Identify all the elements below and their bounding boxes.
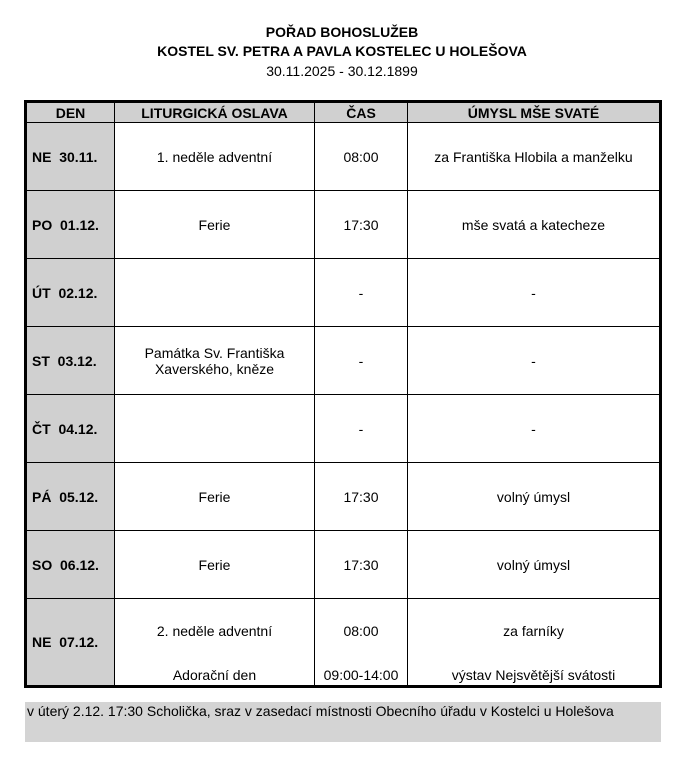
table-row: ČT 04.12. - -: [25, 394, 661, 463]
intention-cell: za farníky výstav Nejsvětější svátosti: [407, 598, 661, 687]
day-cell: PÁ 05.12.: [25, 462, 115, 531]
celebration-cell: [114, 394, 315, 463]
celebration-cell: Ferie: [114, 462, 315, 531]
intention-line: za farníky: [503, 623, 564, 639]
col-intention: ÚMYSL MŠE SVATÉ: [407, 101, 661, 123]
time-cell: 17:30: [314, 530, 408, 599]
day-cell: NE 30.11.: [25, 122, 115, 191]
day-cell: ST 03.12.: [25, 326, 115, 395]
intention-cell: mše svatá a katecheze: [407, 190, 661, 259]
celebration-line: Adorační den: [172, 667, 257, 683]
time-cell: 08:00: [314, 122, 408, 191]
celebration-cell: [114, 258, 315, 327]
col-time: ČAS: [314, 101, 408, 123]
day-cell: ČT 04.12.: [25, 394, 115, 463]
time-cell: 17:30: [314, 190, 408, 259]
time-cell: 17:30: [314, 462, 408, 531]
time-line: 09:00-14:00: [323, 667, 399, 683]
day-cell: SO 06.12.: [25, 530, 115, 599]
day-cell: NE 07.12.: [25, 598, 115, 687]
table-row: PÁ 05.12. Ferie 17:30 volný úmysl: [25, 462, 661, 531]
intention-cell: volný úmysl: [407, 462, 661, 531]
celebration-cell: Ferie: [114, 530, 315, 599]
celebration-cell: Památka Sv. Františka Xaverského, kněze: [114, 326, 315, 395]
col-day: DEN: [25, 101, 115, 123]
schedule-table: DEN LITURGICKÁ OSLAVA ČAS ÚMYSL MŠE SVAT…: [24, 100, 662, 688]
celebration-line: 2. neděle adventní: [156, 623, 273, 639]
church-name: KOSTEL SV. PETRA A PAVLA KOSTELEC U HOLE…: [157, 43, 527, 59]
celebration-cell: 2. neděle adventní Adorační den: [114, 598, 315, 687]
announcement-note: v úterý 2.12. 17:30 Scholička, sraz v za…: [25, 702, 661, 742]
schedule-title: POŘAD BOHOSLUŽEB: [265, 24, 419, 40]
time-line: 08:00: [343, 623, 379, 639]
day-cell: PO 01.12.: [25, 190, 115, 259]
table-header: DEN LITURGICKÁ OSLAVA ČAS ÚMYSL MŠE SVAT…: [25, 101, 661, 123]
time-cell: -: [314, 394, 408, 463]
celebration-cell: Ferie: [114, 190, 315, 259]
intention-cell: -: [407, 394, 661, 463]
time-cell: -: [314, 258, 408, 327]
table-row: SO 06.12. Ferie 17:30 volný úmysl: [25, 530, 661, 599]
day-cell: ÚT 02.12.: [25, 258, 115, 327]
intention-line: výstav Nejsvětější svátosti: [451, 667, 616, 683]
intention-cell: za Františka Hlobila a manželku: [407, 122, 661, 191]
date-range: 30.11.2025 - 30.12.1899: [266, 63, 418, 79]
table-row: NE 07.12. 2. neděle adventní Adorační den…: [25, 598, 661, 687]
intention-cell: -: [407, 326, 661, 395]
table-row: NE 30.11. 1. neděle adventní 08:00 za Frant…: [25, 122, 661, 191]
table-row: PO 01.12. Ferie 17:30 mše svatá a katecheze: [25, 190, 661, 259]
col-celebration: LITURGICKÁ OSLAVA: [114, 101, 315, 123]
celebration-cell: 1. neděle adventní: [114, 122, 315, 191]
intention-cell: -: [407, 258, 661, 327]
table-row: ÚT 02.12. - -: [25, 258, 661, 327]
intention-cell: volný úmysl: [407, 530, 661, 599]
time-cell: 08:00 09:00-14:00: [314, 598, 408, 687]
table-row: ST 03.12. Památka Sv. Františka Xaverskéh…: [25, 326, 661, 395]
time-cell: -: [314, 326, 408, 395]
